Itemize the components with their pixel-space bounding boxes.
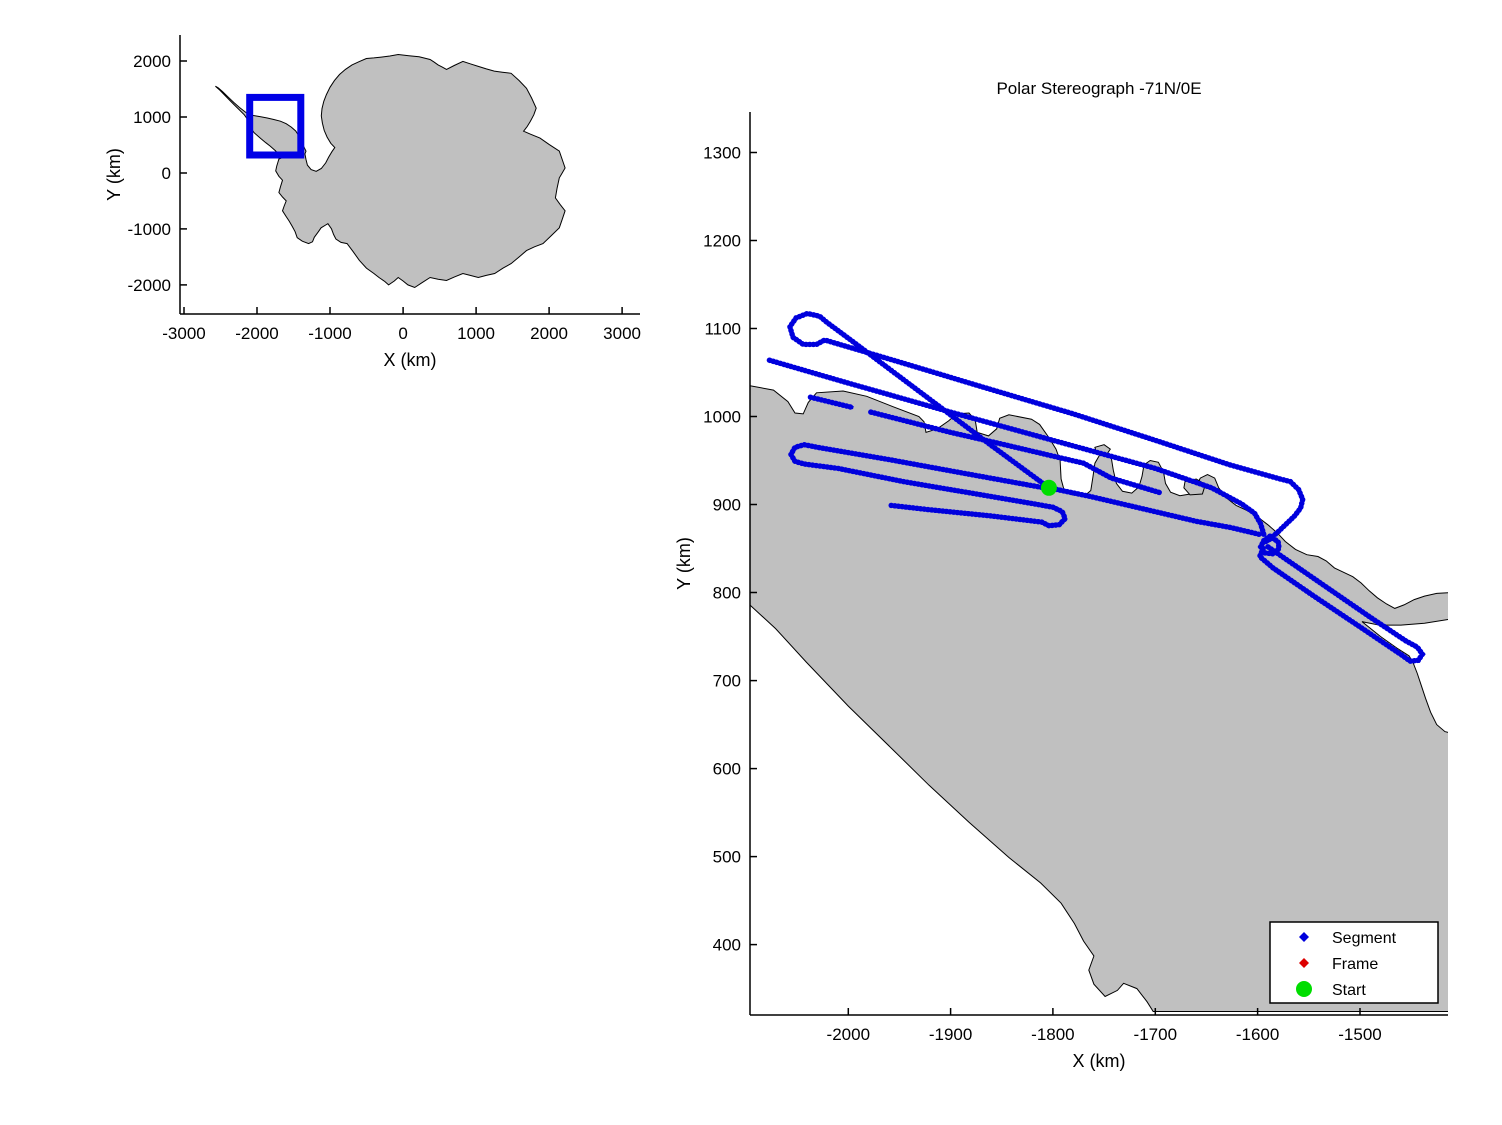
y-tick-label: 500: [713, 848, 741, 867]
x-tick-label: -2000: [235, 324, 278, 343]
legend-start-marker: [1296, 981, 1312, 997]
y-tick-label: -1000: [128, 220, 171, 239]
x-tick-label: -1900: [929, 1025, 972, 1044]
x-tick-label: -1000: [308, 324, 351, 343]
y-axis-title: Y (km): [674, 537, 694, 590]
legend-frame-marker: [1299, 958, 1309, 968]
y-tick-label: 800: [713, 584, 741, 603]
overview-axes: -3000 -2000 -1000 0 1000 2000 3000 -2000 -1000 0 1…: [104, 35, 641, 370]
segment-track-markers: [868, 409, 1165, 496]
y-tick-label: 1100: [704, 320, 741, 339]
y-tick-label: -2000: [128, 276, 171, 295]
y-tick-label: 1200: [703, 232, 741, 251]
x-tick-label: 3000: [603, 324, 641, 343]
segment-track-markers: [1046, 485, 1263, 538]
x-tick-label: -1500: [1338, 1025, 1381, 1044]
x-tick-label: -2000: [827, 1025, 870, 1044]
segment-track-markers: [1257, 533, 1282, 557]
y-axis-title: Y (km): [104, 148, 124, 201]
detail-land-layer: [750, 310, 1448, 1012]
x-tick-label: 0: [398, 324, 407, 343]
segment-track-markers: [787, 441, 1069, 529]
x-tick-label: -3000: [162, 324, 205, 343]
x-tick-label: 2000: [530, 324, 568, 343]
legend: Segment Frame Start: [1269, 921, 1439, 1004]
detail-axes: -2000 -1900 -1800 -1700 -1600 -1500 400 500 600 7…: [674, 79, 1448, 1071]
y-tick-label: 1000: [703, 408, 741, 427]
x-tick-label: 1000: [457, 324, 495, 343]
segment-track-markers: [786, 310, 1306, 545]
y-tick-label: 0: [162, 164, 171, 183]
x-axis-title: X (km): [1073, 1051, 1126, 1071]
detail-chart: -2000 -1900 -1800 -1700 -1600 -1500 400 500 600 7…: [674, 79, 1448, 1071]
x-axis-title: X (km): [384, 350, 437, 370]
land-polygon: [215, 53, 566, 289]
overview-chart: -3000 -2000 -1000 0 1000 2000 3000 -2000 -1000 0 1…: [104, 35, 641, 370]
segment-track-markers: [807, 394, 857, 411]
legend-label: Start: [1332, 982, 1366, 999]
start-marker: [1040, 479, 1057, 496]
y-tick-label: 600: [713, 760, 741, 779]
chart-title: Polar Stereograph -71N/0E: [996, 79, 1201, 98]
x-tick-label: -1600: [1236, 1025, 1279, 1044]
segment-track-markers: [766, 357, 1267, 538]
y-tick-label: 900: [713, 496, 741, 515]
y-tick-label: 1000: [133, 108, 171, 127]
legend-label: Frame: [1332, 956, 1378, 973]
overview-land-layer: [215, 53, 566, 289]
y-tick-label: 1300: [703, 144, 741, 163]
study-area-rect: [246, 93, 305, 159]
y-tick-label: 700: [713, 672, 741, 691]
land-polygon: [750, 385, 1448, 1012]
legend-label: Segment: [1332, 930, 1397, 947]
x-tick-label: -1800: [1031, 1025, 1074, 1044]
y-tick-label: 2000: [133, 52, 171, 71]
x-tick-label: -1700: [1134, 1025, 1177, 1044]
y-tick-label: 400: [713, 936, 741, 955]
segment-track-markers: [1256, 544, 1426, 664]
legend-segment-marker: [1299, 932, 1309, 942]
